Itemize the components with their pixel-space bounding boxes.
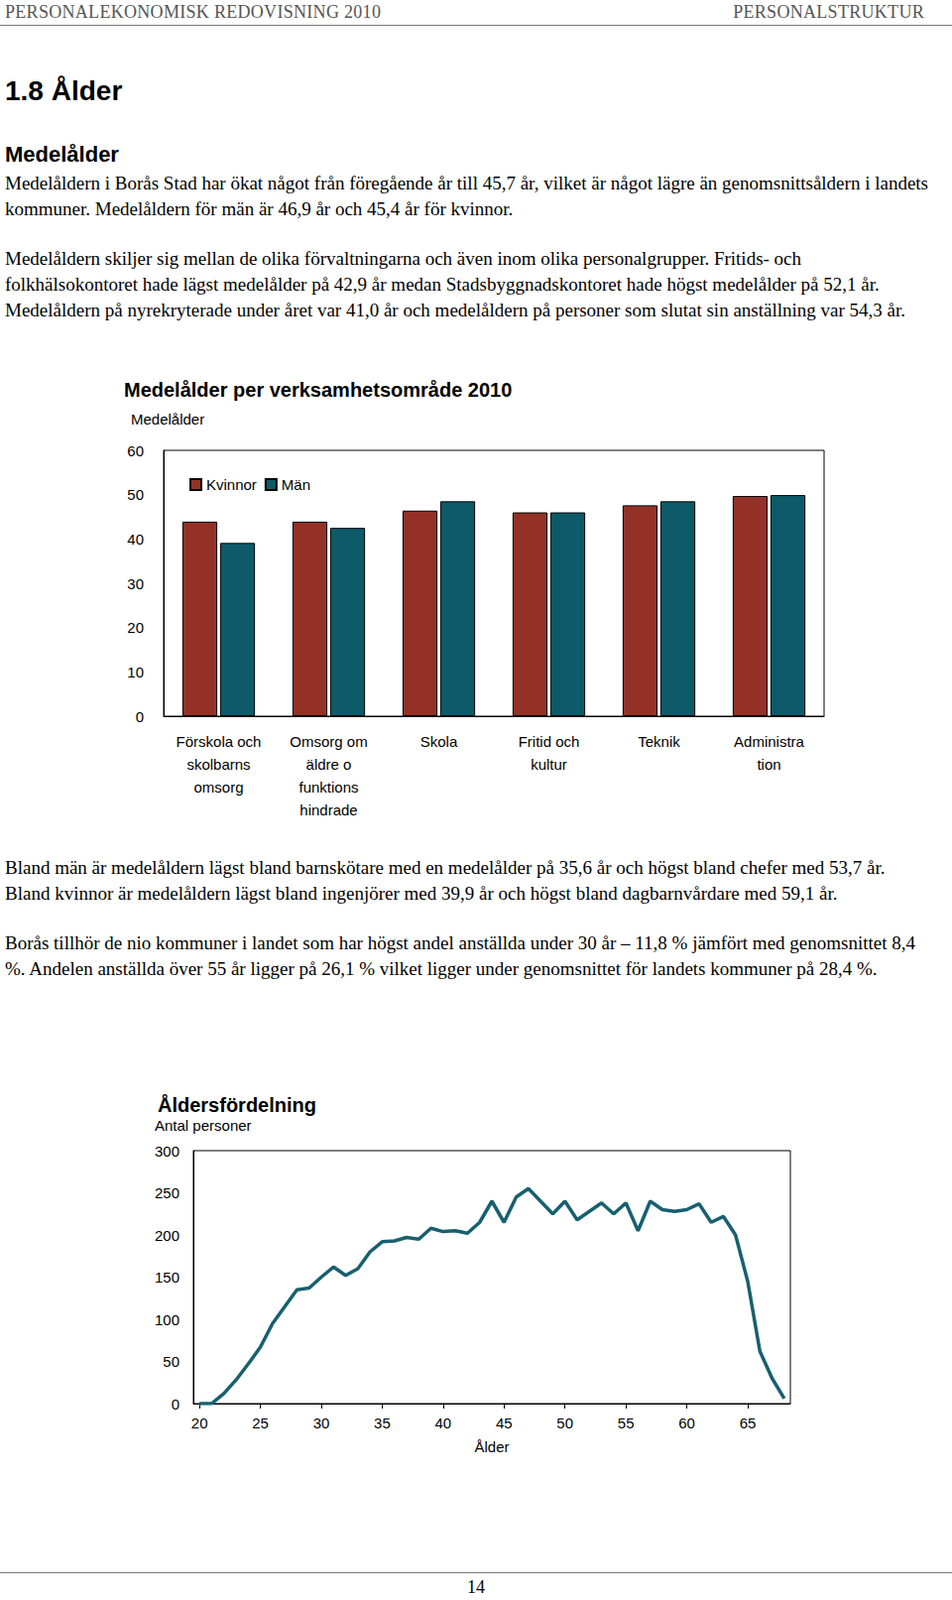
svg-text:10: 10 xyxy=(126,663,144,681)
svg-text:funktions: funktions xyxy=(298,778,358,796)
svg-text:65: 65 xyxy=(739,1414,757,1431)
svg-text:55: 55 xyxy=(617,1414,635,1431)
svg-text:30: 30 xyxy=(126,575,144,593)
svg-text:Omsorg om: Omsorg om xyxy=(289,732,367,750)
html-text:14: 14 xyxy=(467,1576,485,1597)
svg-text:50: 50 xyxy=(126,485,144,503)
svg-text:omsorg: omsorg xyxy=(193,778,243,796)
svg-text:25: 25 xyxy=(251,1414,269,1431)
svg-text:60: 60 xyxy=(678,1414,696,1431)
svg-text:35: 35 xyxy=(373,1414,391,1431)
html-text:Bland män är medelåldern lägst: Bland män är medelåldern lägst bland bar… xyxy=(4,856,885,904)
svg-text:200: 200 xyxy=(154,1226,180,1244)
svg-text:0: 0 xyxy=(135,708,144,725)
svg-text:Administra: Administra xyxy=(733,732,806,750)
html-text:1.8 Ålder: 1.8 Ålder xyxy=(4,75,123,107)
svg-text:20: 20 xyxy=(191,1414,209,1431)
svg-text:30: 30 xyxy=(313,1414,331,1431)
svg-text:kultur: kultur xyxy=(530,755,568,773)
svg-text:250: 250 xyxy=(154,1184,180,1201)
svg-text:50: 50 xyxy=(162,1352,180,1370)
svg-text:100: 100 xyxy=(154,1310,180,1328)
svg-text:tion: tion xyxy=(756,755,781,773)
svg-text:40: 40 xyxy=(126,530,144,548)
svg-text:300: 300 xyxy=(154,1142,180,1160)
svg-text:Kvinnor: Kvinnor xyxy=(206,476,257,493)
svg-text:äldre o: äldre o xyxy=(306,755,353,773)
svg-text:40: 40 xyxy=(435,1414,453,1431)
svg-text:Män: Män xyxy=(281,476,311,493)
svg-text:skolbarns: skolbarns xyxy=(186,755,250,773)
svg-text:50: 50 xyxy=(556,1414,574,1431)
svg-text:Åldersfördelning: Åldersfördelning xyxy=(157,1092,317,1116)
svg-text:Teknik: Teknik xyxy=(637,732,681,750)
html-text:Borås tillhör de nio kommuner: Borås tillhör de nio kommuner i landet s… xyxy=(4,932,916,979)
svg-text:hindrade: hindrade xyxy=(299,801,357,819)
svg-text:0: 0 xyxy=(171,1395,180,1413)
svg-text:Medelålder: Medelålder xyxy=(130,410,205,428)
svg-text:45: 45 xyxy=(495,1414,513,1431)
svg-text:Antal personer: Antal personer xyxy=(154,1116,252,1134)
svg-text:Skola: Skola xyxy=(420,732,459,750)
svg-text:Medelålder per verksamhetsområ: Medelålder per verksamhetsområde 2010 xyxy=(123,378,512,401)
svg-text:20: 20 xyxy=(126,618,144,636)
html-text:Medelålder: Medelålder xyxy=(4,141,119,167)
html-text:PERSONALEKONOMISK REDOVISNING: PERSONALEKONOMISK REDOVISNING 2010 xyxy=(4,1,381,22)
svg-text:60: 60 xyxy=(126,442,144,460)
svg-text:Fritid och: Fritid och xyxy=(518,732,581,750)
svg-text:Ålder: Ålder xyxy=(474,1437,509,1455)
svg-text:Förskola och: Förskola och xyxy=(176,732,262,750)
html-text:Medelåldern i Borås Stad har ö: Medelåldern i Borås Stad har ökat något … xyxy=(4,172,929,220)
html-text:PERSONALSTRUKTUR: PERSONALSTRUKTUR xyxy=(733,1,925,22)
html-text:Medelåldern skiljer sig mellan: Medelåldern skiljer sig mellan de olika … xyxy=(4,247,906,321)
svg-text:150: 150 xyxy=(154,1268,180,1286)
